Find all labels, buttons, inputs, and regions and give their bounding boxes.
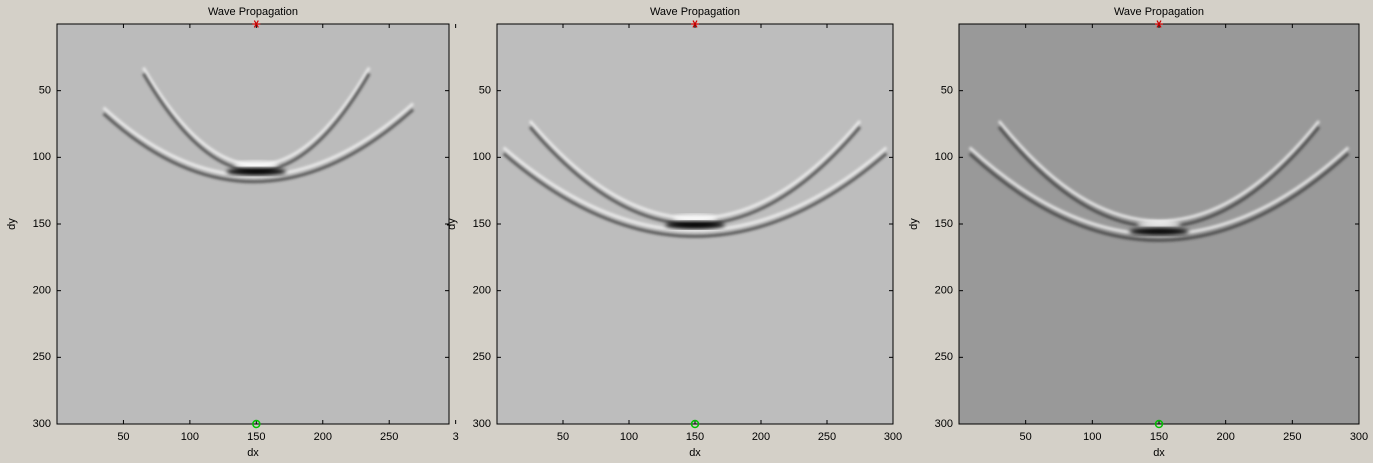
y-tick-label: 100 [33, 151, 51, 163]
wavefield [968, 120, 1350, 242]
x-tick-label: 250 [380, 431, 398, 443]
y-tick-label: 50 [941, 85, 953, 97]
wavefront-peak-light [1137, 220, 1181, 229]
x-tick-label: 250 [1283, 431, 1301, 443]
y-tick-label: 150 [473, 218, 491, 230]
star-stroke [692, 20, 698, 28]
y-tick-label: 50 [39, 85, 51, 97]
y-tick-label: 300 [935, 418, 953, 430]
source-marker [1155, 20, 1163, 28]
x-tick-label: 100 [181, 431, 199, 443]
wavefront-light [502, 146, 888, 232]
x-tick-label: 150 [247, 431, 265, 443]
y-axis-label: dy [908, 218, 920, 230]
y-tick-label: 300 [33, 418, 51, 430]
x-tick-label: 300 [1350, 431, 1368, 443]
star-stroke [1156, 20, 1162, 28]
chart-title: Wave Propagation [650, 6, 740, 18]
wavefront-dark [102, 108, 415, 184]
x-tick-label: 200 [314, 431, 332, 443]
x-tick-label: 300 [884, 431, 902, 443]
chart-title: Wave Propagation [208, 6, 298, 18]
receiver-marker [690, 419, 700, 429]
x-tick-label: 200 [752, 431, 770, 443]
y-tick-label: 250 [935, 351, 953, 363]
x-tick-label: 50 [117, 431, 129, 443]
x-tick-label: 150 [686, 431, 704, 443]
x-tick-label: 250 [818, 431, 836, 443]
wavefront-peak-dark [226, 167, 287, 176]
x-tick-label: 100 [620, 431, 638, 443]
x-tick-label: 150 [1150, 431, 1168, 443]
y-tick-label: 200 [473, 285, 491, 297]
receiver-marker [252, 419, 261, 429]
wavefront-peak-light [234, 160, 279, 169]
x-tick-label: 50 [557, 431, 569, 443]
wavefield [102, 66, 415, 184]
y-tick-label: 250 [33, 351, 51, 363]
x-axis-label: dx [689, 447, 701, 459]
source-marker [252, 20, 261, 28]
wavefront-dark [502, 152, 888, 238]
y-tick-label: 50 [479, 85, 491, 97]
y-axis-label: dy [446, 218, 458, 230]
y-tick-label: 300 [473, 418, 491, 430]
chart-title: Wave Propagation [1114, 6, 1204, 18]
x-tick-label: 50 [1020, 431, 1032, 443]
image-field [57, 24, 449, 424]
wavefront-light [102, 102, 415, 178]
wavefront-peak-light [673, 214, 717, 222]
wavefront-peak-dark [1129, 227, 1189, 236]
wavefield [502, 120, 888, 238]
x-axis-label: dx [247, 447, 259, 459]
y-tick-label: 100 [935, 151, 953, 163]
y-tick-label: 250 [473, 351, 491, 363]
x-tick-label: 3 [453, 431, 459, 443]
y-tick-label: 200 [935, 285, 953, 297]
panel: 50 100 150 200 250 3 50 100 150 200 250 300 Wave Pro… [6, 6, 459, 459]
x-tick-label: 100 [1083, 431, 1101, 443]
source-marker [691, 20, 699, 28]
y-axis-label: dy [6, 218, 18, 230]
y-tick-label: 200 [33, 285, 51, 297]
star-stroke [253, 20, 259, 28]
y-tick-label: 150 [33, 218, 51, 230]
wavefront-peak-dark [665, 221, 725, 229]
panel: 50 100 150 200 250 300 50 100 150 200 250 300 Wave P… [908, 6, 1368, 459]
panel: 50 100 150 200 250 300 50 100 150 200 250 300 Wave P… [446, 6, 902, 459]
x-tick-label: 200 [1216, 431, 1234, 443]
receiver-marker [1154, 419, 1164, 429]
x-axis-label: dx [1153, 447, 1165, 459]
wavefront-dark [968, 152, 1350, 242]
y-tick-label: 150 [935, 218, 953, 230]
y-tick-label: 100 [473, 151, 491, 163]
